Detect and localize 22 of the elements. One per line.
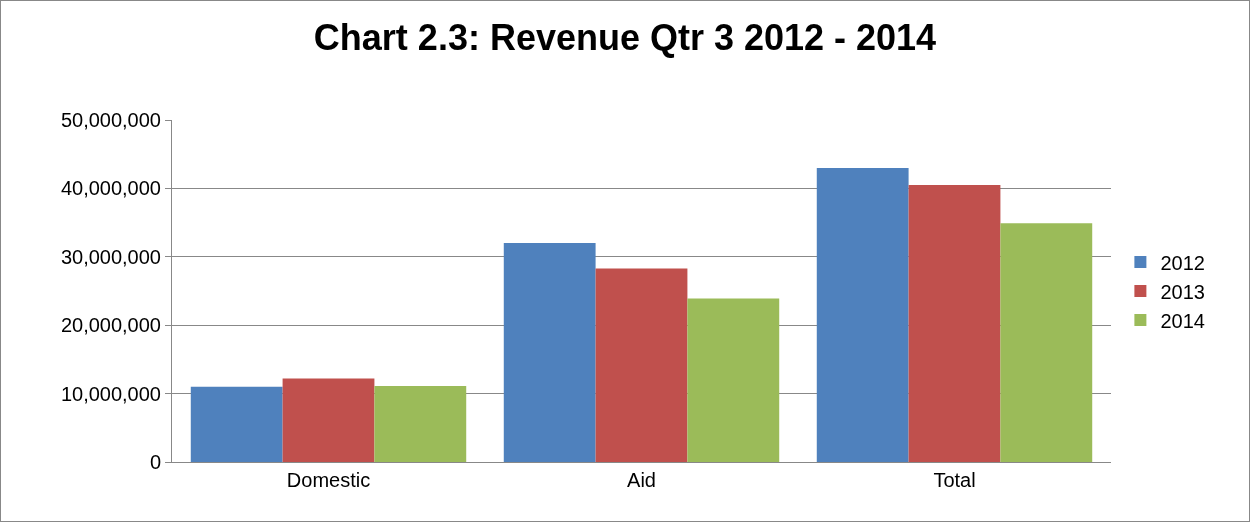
x-tick-label: Total [933,469,976,491]
y-tick-label: 30,000,000 [60,245,161,268]
y-tick-label: 10,000,000 [60,382,161,405]
y-tick-label: 20,000,000 [60,314,161,337]
legend-label: 2014 [1160,309,1205,332]
x-tick-label: Aid [627,469,656,491]
bar [1000,223,1093,462]
y-tick-label: 50,000,000 [60,109,161,131]
bar [503,243,596,462]
bar [282,378,375,462]
y-tick-label: 0 [149,451,161,473]
legend-label: 2013 [1160,280,1205,303]
bar [374,386,467,462]
bar [687,298,780,462]
bar [816,167,909,462]
x-tick-label: Domestic [286,469,371,491]
bar [908,184,1001,462]
bar [190,386,283,462]
y-tick-label: 40,000,000 [60,177,161,200]
chart-title: Chart 2.3: Revenue Qtr 3 2012 - 2014 [313,17,937,58]
legend-label: 2012 [1160,251,1205,274]
bar [595,268,688,462]
